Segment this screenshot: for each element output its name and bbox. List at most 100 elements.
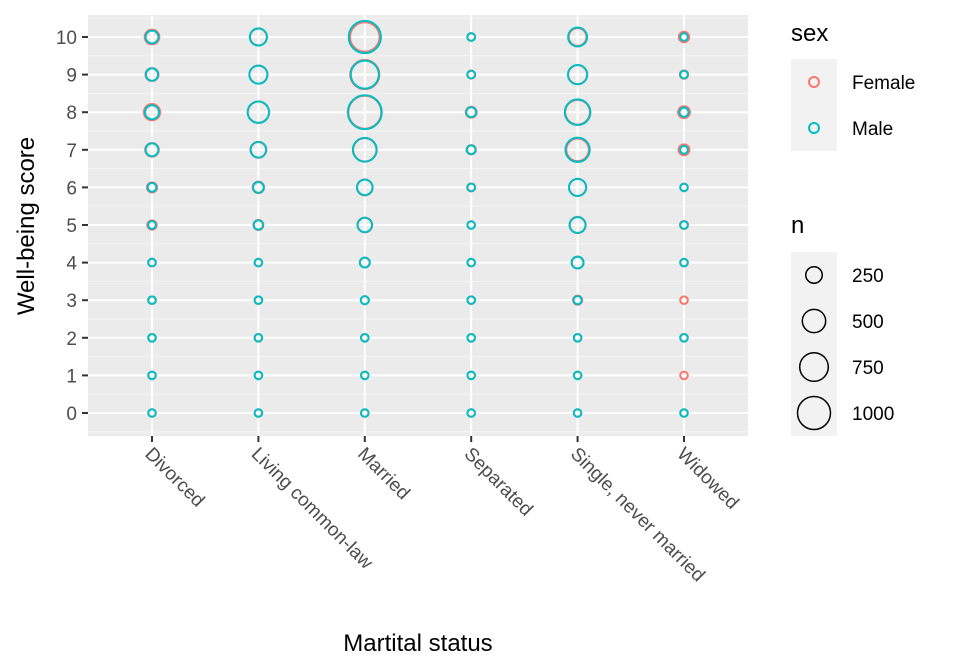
point-male-2-5 <box>356 216 373 234</box>
point-male-0-9 <box>144 67 160 82</box>
point-male-4-3 <box>572 295 583 306</box>
y-tick-label: 8 <box>66 103 77 124</box>
point-male-2-4 <box>358 256 371 269</box>
point-male-2-2 <box>360 333 370 343</box>
x-axis-title: Martital status <box>343 630 492 657</box>
point-male-0-8 <box>143 104 161 121</box>
point-male-3-6 <box>466 182 477 193</box>
point-male-1-2 <box>253 333 264 343</box>
point-male-5-5 <box>679 220 689 230</box>
point-male-0-6 <box>146 182 158 193</box>
x-tick-label: Married <box>353 444 413 504</box>
size-key-1000 <box>796 395 832 431</box>
data-points <box>142 19 691 418</box>
point-male-1-10 <box>248 27 268 47</box>
legend-label-male: Male <box>852 119 893 140</box>
point-male-5-2 <box>679 333 689 343</box>
point-male-4-7 <box>564 136 591 163</box>
point-male-5-6 <box>679 182 689 193</box>
x-tick-label: Separated <box>460 444 537 521</box>
color-legend-title: sex <box>791 20 828 47</box>
y-tick-label: 7 <box>66 141 77 162</box>
size-legend-title: n <box>791 212 804 239</box>
point-male-0-5 <box>147 220 157 230</box>
x-tick-label: Divorced <box>140 444 208 512</box>
point-female-2-10 <box>349 21 381 53</box>
legend-key-bg <box>791 105 837 151</box>
point-male-1-5 <box>252 219 265 231</box>
point-male-5-9 <box>679 69 689 80</box>
point-male-4-5 <box>568 216 587 234</box>
point-male-3-4 <box>466 257 477 268</box>
legend-key-bg <box>791 59 837 105</box>
point-male-4-9 <box>566 63 589 86</box>
legend-key-female <box>808 76 820 88</box>
point-male-0-1 <box>147 370 157 381</box>
point-male-0-2 <box>147 333 157 343</box>
point-male-0-0 <box>147 408 157 418</box>
y-axis: 0 1 2 3 4 5 6 7 8 9 10 <box>56 28 88 425</box>
point-male-3-9 <box>466 69 477 80</box>
point-male-0-10 <box>144 29 160 45</box>
point-male-3-0 <box>466 408 477 418</box>
point-male-1-8 <box>246 100 271 124</box>
point-male-1-1 <box>253 370 264 381</box>
point-female-5-3 <box>679 295 689 306</box>
point-male-2-1 <box>360 370 370 381</box>
point-male-2-8 <box>346 94 383 131</box>
point-male-2-7 <box>351 136 378 163</box>
y-tick-label: 10 <box>56 28 77 49</box>
grid-lines <box>88 15 748 436</box>
point-female-0-8 <box>142 103 162 122</box>
y-tick-label: 0 <box>66 404 77 425</box>
point-male-4-4 <box>570 255 585 270</box>
size-label-1000: 1000 <box>852 404 894 425</box>
point-male-4-2 <box>572 333 583 343</box>
point-male-4-6 <box>568 177 588 197</box>
point-male-2-10 <box>347 19 382 55</box>
point-female-5-8 <box>677 105 691 120</box>
y-axis-title: Well-being score <box>13 137 40 315</box>
point-female-5-10 <box>677 30 691 44</box>
point-male-2-6 <box>356 178 374 197</box>
size-key-250 <box>805 266 823 284</box>
point-male-4-0 <box>572 408 583 418</box>
point-male-3-7 <box>465 144 477 156</box>
y-tick-label: 2 <box>66 329 77 350</box>
point-male-2-3 <box>359 295 370 306</box>
point-male-0-7 <box>144 142 160 158</box>
legend-label-female: Female <box>852 73 915 94</box>
y-tick-label: 4 <box>66 254 77 275</box>
color-legend: sex Female Male <box>791 20 915 151</box>
point-male-5-8 <box>678 106 690 118</box>
point-male-4-1 <box>572 370 583 381</box>
point-male-0-4 <box>147 257 157 268</box>
point-male-1-4 <box>253 257 264 268</box>
size-label-250: 250 <box>852 266 884 287</box>
point-male-3-8 <box>465 106 478 119</box>
size-key-750 <box>798 351 830 383</box>
legend-key-male <box>808 122 820 134</box>
point-male-5-0 <box>679 408 689 418</box>
point-male-5-7 <box>679 144 689 155</box>
y-tick-label: 6 <box>66 178 77 199</box>
point-male-1-6 <box>252 181 265 194</box>
point-male-1-9 <box>248 64 269 85</box>
size-label-750: 750 <box>852 358 884 379</box>
size-legend: n 250 500 750 1000 <box>791 212 894 436</box>
point-female-5-1 <box>679 370 689 381</box>
point-male-3-10 <box>466 32 477 42</box>
point-male-3-5 <box>466 220 477 230</box>
point-male-3-3 <box>466 295 477 306</box>
point-female-5-7 <box>677 143 691 157</box>
point-male-5-10 <box>679 32 689 42</box>
y-tick-label: 3 <box>66 291 77 312</box>
point-male-2-0 <box>360 408 370 418</box>
size-label-500: 500 <box>852 312 884 333</box>
size-key-500 <box>801 308 827 334</box>
y-tick-label: 1 <box>66 366 77 387</box>
y-tick-label: 5 <box>66 216 77 237</box>
point-male-1-0 <box>253 408 264 418</box>
